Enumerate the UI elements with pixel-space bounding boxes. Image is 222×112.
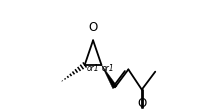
Text: O: O — [88, 21, 98, 34]
Text: or1: or1 — [87, 64, 99, 73]
Polygon shape — [101, 65, 117, 89]
Text: O: O — [137, 97, 147, 110]
Text: or1: or1 — [101, 64, 114, 73]
